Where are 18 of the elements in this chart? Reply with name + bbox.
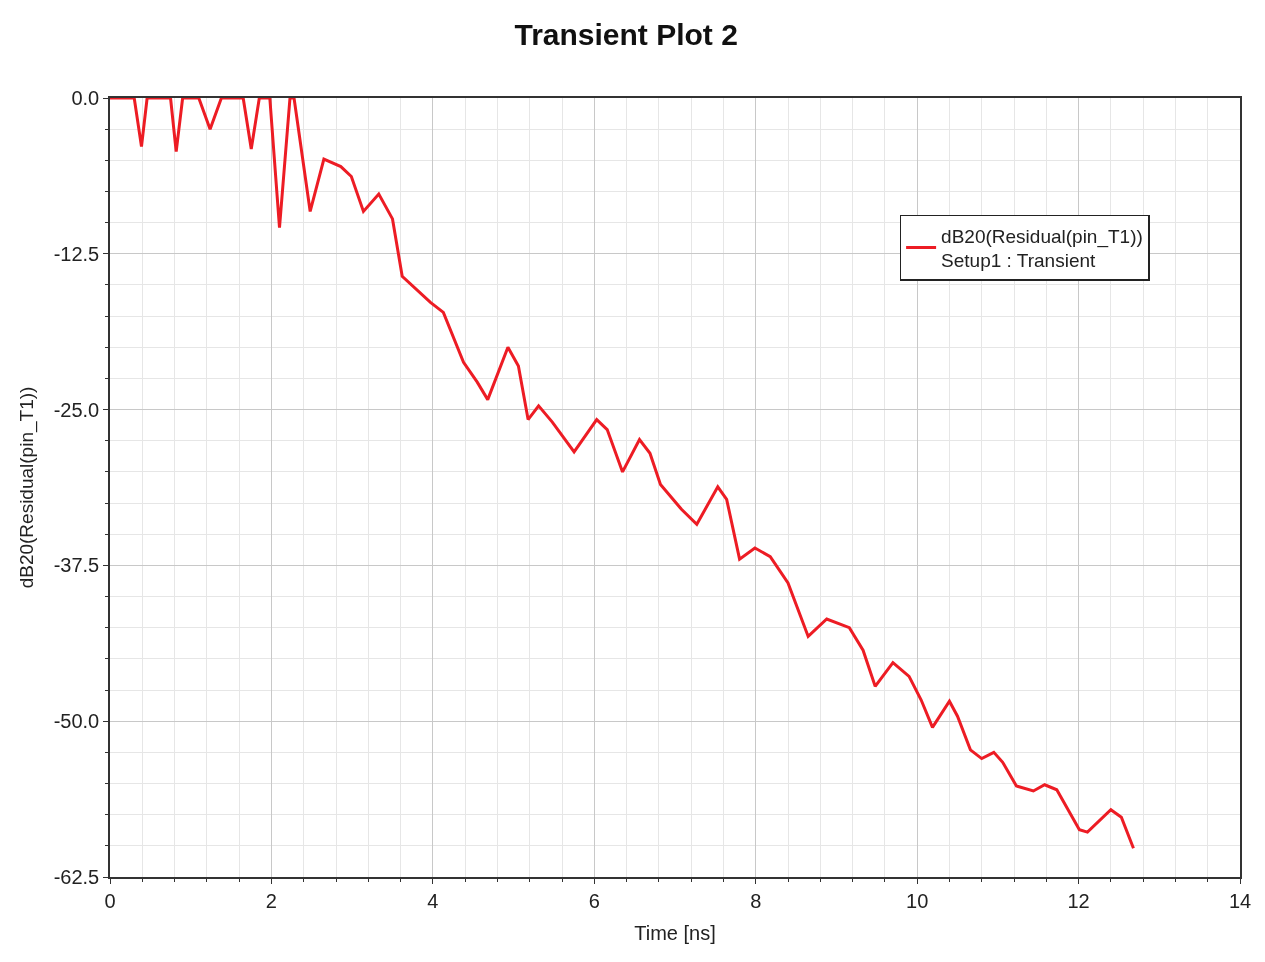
x-tick-label: 14 xyxy=(1228,889,1252,912)
x-tick-label: 0 xyxy=(104,889,116,912)
x-tick-label: 4 xyxy=(427,889,439,912)
x-tick-label: 10 xyxy=(906,889,929,912)
x-tick-label: 8 xyxy=(750,889,762,912)
legend-label: dB20(Residual(pin_T1)) Setup1 : Transient xyxy=(941,225,1143,272)
chart-title: Transient Plot 2 xyxy=(514,18,738,52)
x-tick-label: 2 xyxy=(265,889,277,912)
x-tick-label: 12 xyxy=(1067,889,1090,912)
y-tick-label: -12.5 xyxy=(53,242,100,265)
y-tick-label: -50.0 xyxy=(53,710,100,733)
y-tick-label: -37.5 xyxy=(53,554,100,577)
y-tick-label: 0.0 xyxy=(71,87,100,109)
y-axis-title: dB20(Residual(pin_T1)) xyxy=(16,386,39,589)
y-tick-label: -62.5 xyxy=(53,866,100,888)
y-tick-label: -25.0 xyxy=(53,398,100,421)
x-axis-title: Time [ns] xyxy=(634,921,716,944)
x-tick-label: 6 xyxy=(588,889,600,912)
